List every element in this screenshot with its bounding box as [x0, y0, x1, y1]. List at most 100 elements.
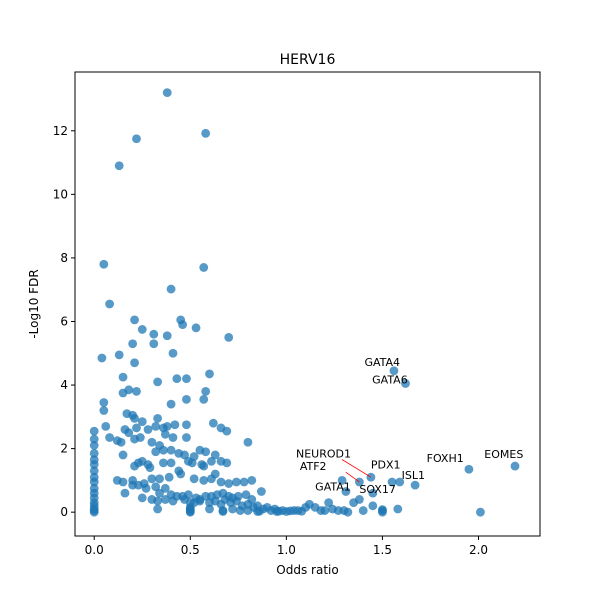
data-point-63	[182, 433, 191, 442]
data-point-194	[395, 477, 405, 487]
x-axis-label: Odds ratio	[276, 563, 338, 577]
data-point-17	[149, 339, 159, 349]
data-point-183	[358, 506, 368, 515]
data-point-53	[222, 426, 232, 436]
data-point-67	[243, 437, 253, 447]
data-point-197	[401, 379, 410, 388]
data-point-92	[118, 477, 128, 487]
data-point-1	[132, 134, 141, 144]
data-point-111	[151, 482, 161, 492]
data-point-100	[199, 475, 209, 485]
data-point-106	[247, 475, 257, 485]
data-point-96	[155, 474, 164, 484]
data-point-165	[243, 506, 253, 515]
y-axis-label: -Log10 FDR	[27, 269, 41, 338]
data-point-30	[118, 388, 128, 398]
data-point-104	[232, 477, 241, 487]
data-point-212	[89, 455, 99, 465]
data-point-33	[99, 406, 109, 415]
data-point-74	[118, 450, 128, 460]
data-point-6	[105, 299, 114, 309]
x-tick-label-1: 0.5	[181, 543, 200, 557]
data-point-186	[393, 504, 403, 514]
data-point-214	[89, 441, 99, 450]
chart-title: HERV16	[280, 52, 336, 68]
data-point-103	[224, 479, 234, 488]
data-point-19	[168, 348, 178, 358]
data-point-161	[205, 504, 214, 514]
data-point-15	[224, 332, 234, 342]
data-point-31	[199, 394, 209, 404]
data-point-101	[207, 474, 216, 484]
data-point-2	[201, 128, 211, 138]
data-point-10	[137, 325, 147, 334]
data-point-78	[158, 458, 168, 468]
data-point-129	[256, 487, 266, 496]
data-point-11	[149, 329, 159, 339]
data-point-54	[105, 433, 114, 442]
data-point-61	[160, 429, 170, 439]
data-point-7	[166, 284, 176, 294]
data-point-18	[114, 350, 124, 360]
data-point-51	[208, 418, 218, 428]
data-point-72	[180, 450, 189, 460]
data-point-132	[153, 496, 163, 506]
annotation-label-9: SOX17	[359, 483, 395, 496]
data-point-38	[128, 410, 138, 420]
data-point-195	[410, 480, 420, 490]
y-axis-ticks: 0 2 4 6 8 10 12	[53, 124, 75, 519]
data-point-210	[89, 466, 99, 476]
data-point-182	[354, 495, 364, 504]
data-point-86	[130, 461, 139, 471]
y-tick-label-5: 10	[53, 187, 68, 201]
data-point-32	[99, 398, 109, 407]
data-point-110	[141, 483, 151, 493]
data-point-0	[162, 88, 172, 98]
x-tick-label-3: 1.5	[373, 543, 392, 557]
data-point-97	[164, 472, 174, 482]
x-tick-label-0: 0.0	[85, 543, 104, 557]
annotation-label-7: EOMES	[484, 448, 523, 461]
data-point-184	[368, 501, 378, 511]
data-point-95	[147, 474, 157, 484]
annotation-label-4: PDX1	[371, 458, 401, 471]
y-tick-label-3: 6	[60, 314, 68, 328]
data-point-130	[137, 493, 147, 503]
data-point-43	[132, 423, 141, 433]
data-point-50	[182, 420, 191, 430]
x-tick-label-2: 1.0	[277, 543, 296, 557]
data-point-5	[199, 263, 209, 272]
data-point-107	[120, 488, 130, 498]
data-point-89	[199, 461, 209, 471]
data-point-102	[216, 477, 226, 487]
data-point-39	[153, 414, 163, 423]
data-point-215	[89, 434, 99, 444]
data-point-169	[253, 507, 262, 516]
data-point-4	[99, 259, 109, 269]
annotation-label-6: FOXH1	[427, 452, 464, 465]
data-point-193	[387, 477, 397, 487]
data-point-113	[160, 483, 170, 493]
data-point-207	[89, 483, 99, 493]
data-point-163	[228, 504, 237, 514]
y-tick-label-4: 8	[60, 251, 68, 265]
data-point-216	[89, 426, 99, 436]
data-point-220	[185, 498, 195, 508]
data-point-28	[182, 374, 191, 384]
data-point-213	[89, 448, 99, 458]
data-point-48	[162, 421, 172, 431]
data-point-189	[341, 487, 351, 496]
data-point-16	[128, 339, 138, 349]
data-point-187	[476, 507, 485, 517]
data-point-175	[320, 506, 330, 515]
data-point-13	[178, 320, 188, 330]
data-points	[89, 88, 520, 517]
data-point-105	[239, 477, 249, 487]
data-point-137	[195, 496, 205, 506]
data-point-3	[114, 161, 124, 171]
data-point-134	[168, 496, 178, 506]
data-point-168	[218, 507, 228, 516]
data-point-99	[189, 474, 199, 484]
